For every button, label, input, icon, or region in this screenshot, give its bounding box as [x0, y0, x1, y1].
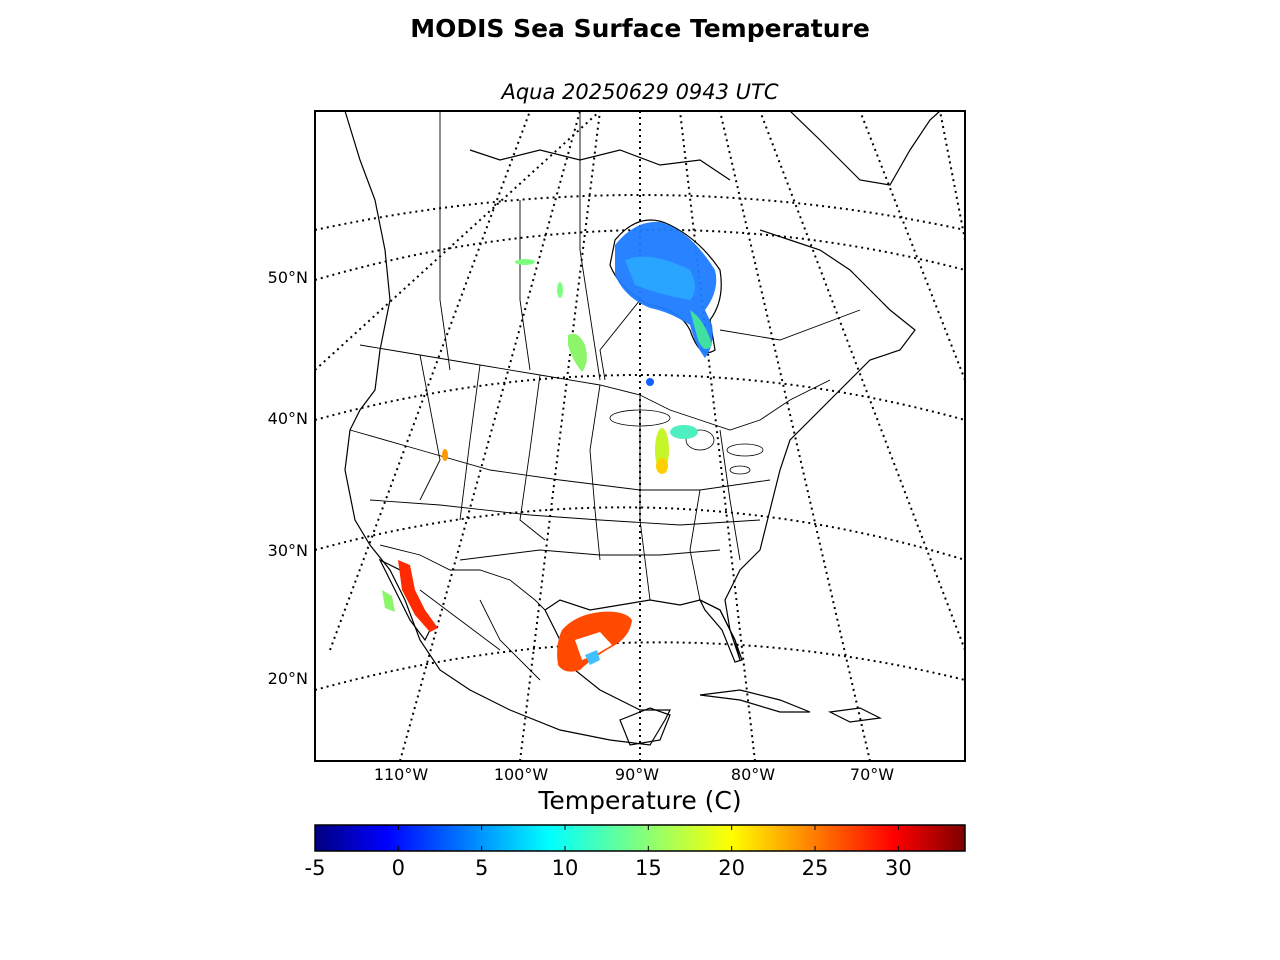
colorbar	[314, 824, 966, 852]
political-borders	[349, 111, 861, 681]
lon-label-90: 90°W	[614, 765, 660, 784]
lon-label-80: 80°W	[730, 765, 776, 784]
greenland	[789, 111, 941, 186]
florida	[698, 598, 743, 663]
west-coast	[344, 111, 671, 746]
colorbar-gradient	[314, 824, 966, 852]
map-area	[315, 111, 965, 761]
chart-subtitle: Aqua 20250629 0943 UTC	[501, 80, 779, 104]
yucatan	[619, 707, 671, 746]
colorbar-tick-label: 20	[718, 856, 746, 880]
colorbar-tick-label: 5	[474, 856, 489, 880]
colorbar-tick-label: 30	[884, 856, 912, 880]
hispaniola	[827, 707, 883, 723]
lat-label-40: 40°N	[267, 409, 308, 428]
colorbar-tick-marks	[314, 825, 899, 851]
map-frame	[314, 110, 966, 762]
colorbar-tick-label: -5	[304, 856, 326, 880]
colorbar-tick-label: 10	[551, 856, 579, 880]
sst-lake-superior	[646, 378, 654, 386]
sst-data	[382, 221, 717, 672]
lat-label-30: 30°N	[267, 541, 308, 560]
us-mexico-border	[379, 544, 546, 611]
cuba	[699, 689, 811, 713]
lat-label-20: 20°N	[267, 669, 308, 688]
colorbar-tick-label: 25	[801, 856, 829, 880]
latitude-gridlines	[315, 194, 965, 691]
chart-title: MODIS Sea Surface Temperature	[410, 14, 870, 43]
lon-label-110: 110°W	[373, 765, 429, 784]
lon-label-70: 70°W	[849, 765, 895, 784]
us-canada-border	[359, 344, 831, 431]
colorbar-label: Temperature (C)	[538, 786, 742, 815]
gulf-coast	[544, 229, 916, 661]
arctic-islands	[469, 149, 731, 181]
colorbar-tick-label: 15	[634, 856, 662, 880]
lat-label-50: 50°N	[267, 268, 308, 287]
lon-label-100: 100°W	[493, 765, 549, 784]
lake-outlines	[609, 409, 764, 475]
sst-lake-winnipeg	[568, 333, 587, 372]
colorbar-tick-label: 0	[391, 856, 406, 880]
sst-gulf-of-california	[398, 560, 438, 632]
